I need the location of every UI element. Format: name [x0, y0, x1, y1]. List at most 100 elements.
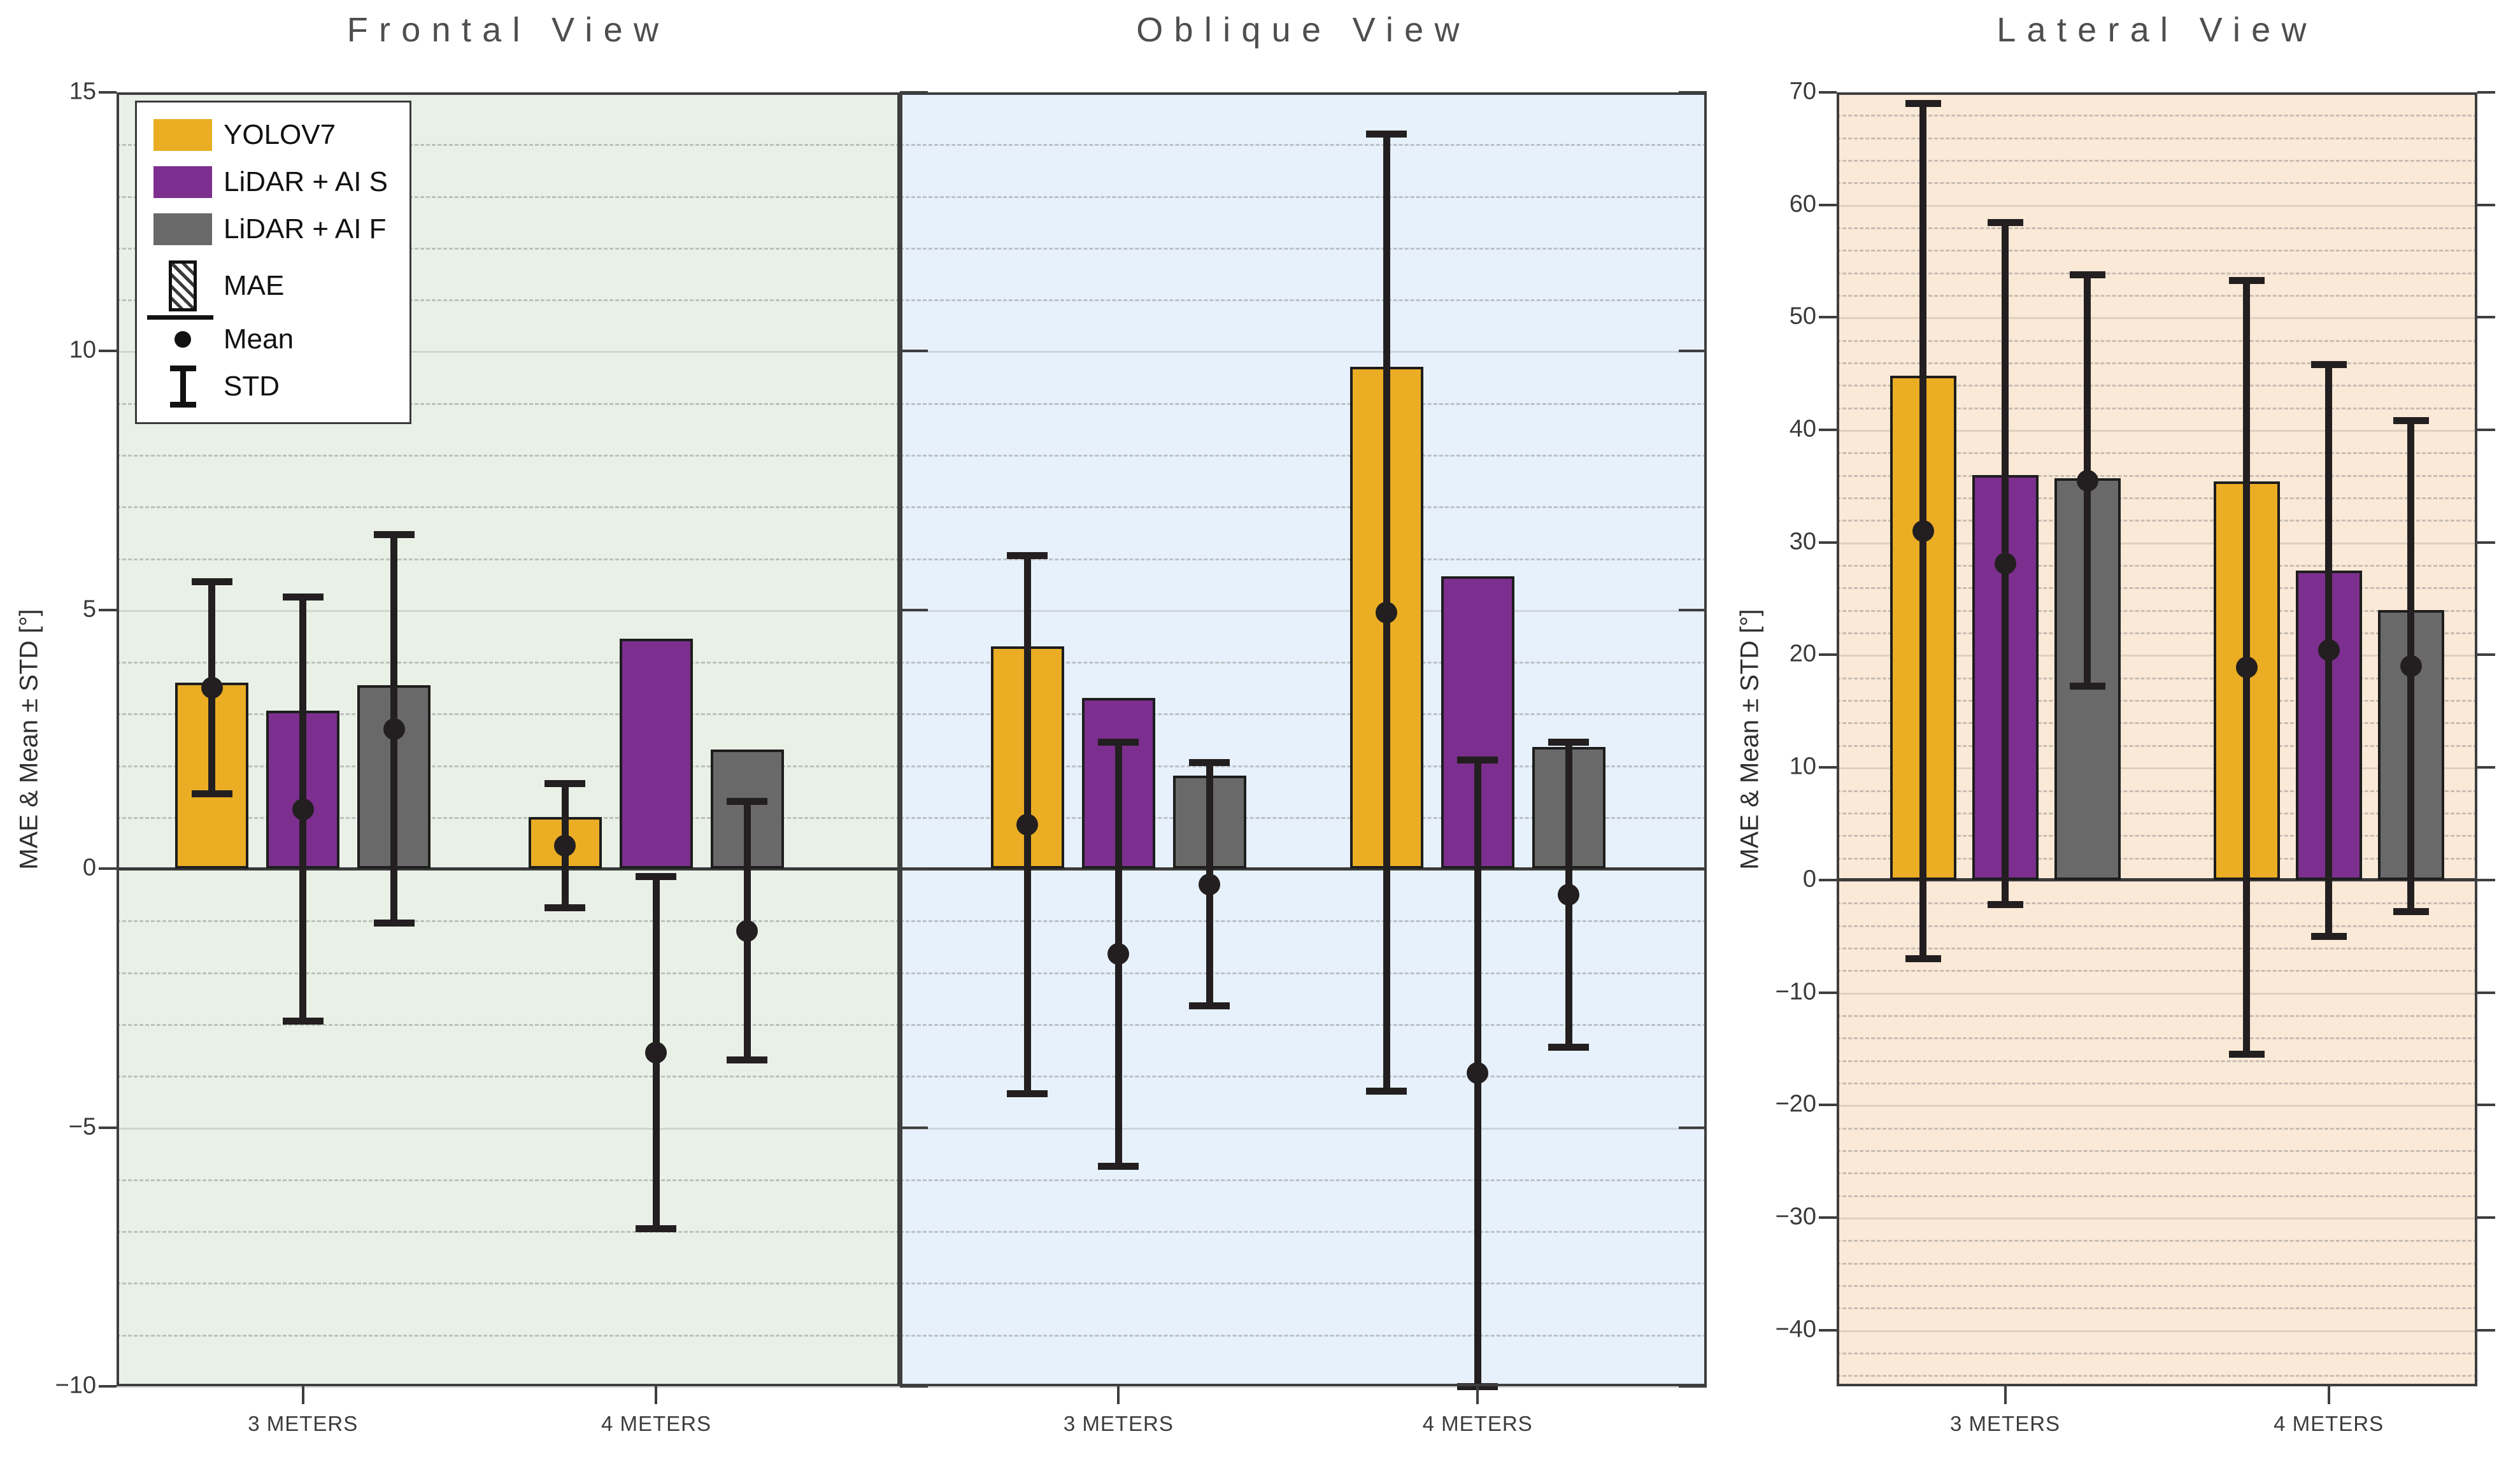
mean-marker [1107, 943, 1130, 965]
std-cap-bottom [2069, 683, 2105, 690]
major-gridline [900, 92, 1707, 94]
y-axis-label: MAE & Mean ± STD [°] [1735, 609, 1764, 870]
y-tickmark [99, 1385, 117, 1388]
std-cap-top [1366, 130, 1407, 138]
y-tickmark [2477, 203, 2495, 206]
minor-gridline [900, 816, 1707, 819]
legend-color-swatch [152, 213, 213, 245]
legend-item-mae: MAE [147, 253, 388, 320]
y-tickmark [1819, 878, 1837, 881]
minor-gridline [900, 247, 1707, 250]
minor-gridline [117, 662, 900, 664]
x-tickmark [1476, 1386, 1479, 1404]
mean-marker [292, 798, 314, 820]
dot [174, 331, 191, 348]
hatch-box [169, 260, 197, 311]
std-cap-bottom [2310, 932, 2347, 940]
x-tickmark [655, 1386, 658, 1404]
std-cap-top [2069, 271, 2105, 278]
mean-marker [1994, 553, 2016, 575]
std-line [180, 366, 186, 408]
std-cap-top [2393, 417, 2429, 425]
minor-gridline [1837, 1082, 2477, 1084]
std-glyph [169, 366, 197, 408]
xtick-label: 4 METERS [2274, 1412, 2384, 1435]
minor-gridline [117, 1283, 900, 1285]
minor-gridline [900, 1179, 1707, 1181]
minor-gridline [117, 506, 900, 509]
mean-marker [554, 834, 576, 856]
major-gridline [1837, 767, 2477, 770]
legend-label: MAE [224, 270, 285, 301]
mean-marker [645, 1041, 667, 1063]
std-cap-bottom [1548, 1044, 1590, 1051]
std-cap-top [1457, 757, 1498, 764]
minor-gridline [1837, 182, 2477, 185]
mean-marker [1016, 814, 1039, 836]
mean-marker [2076, 469, 2098, 492]
minor-gridline [900, 144, 1707, 146]
y-tickmark [2477, 766, 2495, 769]
minor-gridline [1837, 227, 2477, 230]
minor-gridline [117, 1334, 900, 1337]
minor-gridline [117, 765, 900, 767]
std-cap-top [2310, 361, 2347, 369]
ytick-label: 10 [1789, 753, 1816, 780]
minor-gridline [1837, 677, 2477, 679]
mean-marker [1199, 873, 1221, 895]
minor-gridline [117, 972, 900, 974]
y-tickmark [1819, 316, 1837, 319]
ytick-label: −10 [55, 1372, 96, 1399]
y-tickmark [2477, 91, 2495, 94]
panel-oblique-view: 3 METERS 4 METERS [900, 91, 1707, 1435]
std-cap-top [1098, 738, 1139, 746]
minor-gridline [1837, 362, 2477, 365]
y-tickmark [1819, 541, 1837, 544]
minor-gridline [1837, 497, 2477, 500]
minor-gridline [117, 195, 900, 198]
y-tickmark [1679, 1385, 1707, 1388]
minor-gridline [1837, 1375, 2477, 1377]
minor-gridline [1837, 295, 2477, 297]
ytick-label: −20 [1775, 1090, 1816, 1118]
minor-gridline [1837, 1240, 2477, 1242]
major-gridline [1837, 317, 2477, 320]
y-tickmark [1819, 1328, 1837, 1332]
ytick-label: 0 [1802, 865, 1816, 893]
minor-gridline [1837, 115, 2477, 117]
minor-gridline [1837, 452, 2477, 455]
major-gridline [1837, 655, 2477, 657]
mean-marker [201, 676, 223, 699]
y-tickmark [900, 867, 928, 871]
ytick-label: 20 [1789, 641, 1816, 668]
std-cap-top [1987, 219, 2023, 227]
major-gridline [1837, 992, 2477, 995]
y-tickmark [1819, 429, 1837, 432]
minor-gridline [117, 454, 900, 457]
std-cap-bottom [1007, 1090, 1048, 1098]
legend-item-mean: Mean [152, 319, 388, 360]
minor-gridline [900, 1076, 1707, 1078]
y-tickmark [1819, 203, 1837, 206]
minor-gridline [900, 506, 1707, 509]
minor-gridline [1837, 722, 2477, 725]
y-tickmark [1819, 1104, 1837, 1107]
y-tickmark [1819, 991, 1837, 994]
minor-gridline [117, 1231, 900, 1233]
minor-gridline [900, 1231, 1707, 1233]
minor-gridline [1837, 587, 2477, 590]
y-tickmark [900, 1126, 928, 1129]
std-cap-bottom [282, 1018, 324, 1025]
minor-gridline [117, 1024, 900, 1027]
minor-gridline [117, 402, 900, 405]
x-tickmark [2327, 1386, 2330, 1404]
zero-axis-line [900, 867, 1707, 871]
mae-bar-lidar-ai-s-4m [619, 638, 693, 869]
legend-item-std: STD [152, 360, 388, 413]
mean-marker [383, 718, 405, 740]
minor-gridline [117, 713, 900, 716]
minor-gridline [1837, 902, 2477, 905]
std-cap-top [282, 593, 324, 601]
std-errorbar-icon [152, 366, 213, 408]
y-tickmark [1819, 1216, 1837, 1219]
